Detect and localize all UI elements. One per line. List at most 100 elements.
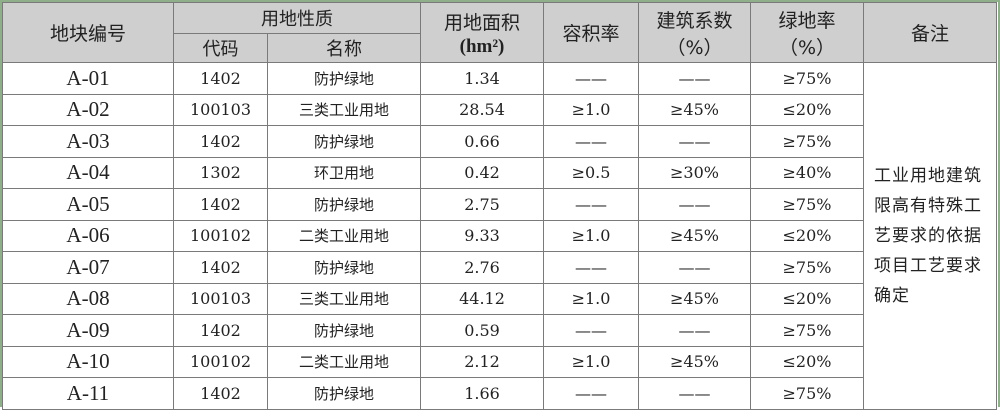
plot-no-cell: A-04 (2, 156, 174, 189)
coverage-cell: —— (638, 62, 751, 95)
area-cell: 2.75 (420, 188, 544, 221)
header-coverage: 建筑系数 （%） (638, 2, 751, 63)
table-row: A-10 100102 二类工业用地 2.12 ≥1.0 ≥45% ≤20% (2, 345, 997, 378)
coverage-cell: —— (638, 314, 751, 347)
note-cell: 工业用地建筑限高有特殊工艺要求的依据项目工艺要求确定 (863, 62, 997, 410)
green-cell: ≥75% (750, 314, 864, 347)
name-cell: 防护绿地 (267, 251, 421, 284)
header-green: 绿地率 （%） (750, 2, 864, 63)
far-cell: ≥1.0 (543, 282, 639, 315)
table-row: A-05 1402 防护绿地 2.75 —— —— ≥75% (2, 188, 997, 221)
green-cell: ≥75% (750, 188, 864, 221)
area-cell: 1.34 (420, 62, 544, 95)
coverage-cell: —— (638, 125, 751, 158)
name-cell: 防护绿地 (267, 377, 421, 410)
name-cell: 防护绿地 (267, 314, 421, 347)
header-green-unit: （%） (778, 36, 836, 59)
plot-no-cell: A-05 (2, 188, 174, 221)
table-row: A-04 1302 环卫用地 0.42 ≥0.5 ≥30% ≥40% (2, 156, 997, 189)
coverage-cell: ≥45% (638, 345, 751, 378)
code-cell: 1402 (173, 188, 268, 221)
header-name: 名称 (267, 33, 421, 63)
code-cell: 1402 (173, 251, 268, 284)
header-coverage-label: 建筑系数 (656, 9, 733, 32)
table-row: A-11 1402 防护绿地 1.66 —— —— ≥75% (2, 377, 997, 410)
code-cell: 100103 (173, 93, 268, 126)
far-cell: ≥0.5 (543, 156, 639, 189)
name-cell: 二类工业用地 (267, 345, 421, 378)
plot-no-cell: A-06 (2, 219, 174, 252)
far-cell: —— (543, 377, 639, 410)
header-plot-no: 地块编号 (2, 2, 174, 63)
table-row: A-09 1402 防护绿地 0.59 —— —— ≥75% (2, 314, 997, 347)
header-area-label: 用地面积 (443, 11, 520, 34)
green-cell: ≥40% (750, 156, 864, 189)
plot-no-cell: A-09 (2, 314, 174, 347)
header-note: 备注 (863, 2, 997, 63)
green-cell: ≤20% (750, 219, 864, 252)
name-cell: 三类工业用地 (267, 93, 421, 126)
green-cell: ≥75% (750, 62, 864, 95)
table-row: A-08 100103 三类工业用地 44.12 ≥1.0 ≥45% ≤20% (2, 282, 997, 315)
plot-no-cell: A-01 (2, 62, 174, 95)
header-green-label: 绿地率 (778, 9, 836, 32)
far-cell: —— (543, 125, 639, 158)
header-area-unit: (hm²) (459, 35, 505, 57)
coverage-cell: —— (638, 251, 751, 284)
area-cell: 44.12 (420, 282, 544, 315)
green-cell: ≥75% (750, 251, 864, 284)
plot-no-cell: A-10 (2, 345, 174, 378)
name-cell: 环卫用地 (267, 156, 421, 189)
header-code: 代码 (173, 33, 268, 63)
far-cell: —— (543, 251, 639, 284)
plot-no-cell: A-07 (2, 251, 174, 284)
header-far: 容积率 (543, 2, 639, 63)
area-cell: 9.33 (420, 219, 544, 252)
area-cell: 2.12 (420, 345, 544, 378)
code-cell: 100102 (173, 345, 268, 378)
coverage-cell: ≥30% (638, 156, 751, 189)
table-row: A-01 1402 防护绿地 1.34 —— —— ≥75% 工业用地建筑限高有特殊工艺要求的… (2, 62, 997, 410)
green-cell: ≥75% (750, 377, 864, 410)
header-area: 用地面积 (hm²) (420, 2, 544, 63)
far-cell: —— (543, 188, 639, 221)
header-land-use: 用地性质 (173, 2, 421, 34)
table-row: A-03 1402 防护绿地 0.66 —— —— ≥75% (2, 125, 997, 158)
name-cell: 防护绿地 (267, 125, 421, 158)
code-cell: 1402 (173, 314, 268, 347)
table-row: A-07 1402 防护绿地 2.76 —— —— ≥75% (2, 251, 997, 284)
coverage-cell: —— (638, 188, 751, 221)
name-cell: 二类工业用地 (267, 219, 421, 252)
code-cell: 1302 (173, 156, 268, 189)
far-cell: —— (543, 314, 639, 347)
area-cell: 2.76 (420, 251, 544, 284)
far-cell: —— (543, 62, 639, 95)
green-cell: ≤20% (750, 282, 864, 315)
code-cell: 100102 (173, 219, 268, 252)
area-cell: 0.66 (420, 125, 544, 158)
green-cell: ≥75% (750, 125, 864, 158)
plot-no-cell: A-11 (2, 377, 174, 410)
plot-no-cell: A-03 (2, 125, 174, 158)
area-cell: 0.42 (420, 156, 544, 189)
plot-no-cell: A-08 (2, 282, 174, 315)
name-cell: 三类工业用地 (267, 282, 421, 315)
table-row: A-02 100103 三类工业用地 28.54 ≥1.0 ≥45% ≤20% (2, 93, 997, 126)
area-cell: 0.59 (420, 314, 544, 347)
name-cell: 防护绿地 (267, 62, 421, 95)
area-cell: 28.54 (420, 93, 544, 126)
green-cell: ≤20% (750, 93, 864, 126)
header-coverage-unit: （%） (666, 36, 723, 59)
coverage-cell: —— (638, 377, 751, 410)
coverage-cell: ≥45% (638, 219, 751, 252)
green-cell: ≤20% (750, 345, 864, 378)
code-cell: 1402 (173, 62, 268, 95)
code-cell: 1402 (173, 377, 268, 410)
table-row: A-06 100102 二类工业用地 9.33 ≥1.0 ≥45% ≤20% (2, 219, 997, 252)
far-cell: ≥1.0 (543, 219, 639, 252)
name-cell: 防护绿地 (267, 188, 421, 221)
plot-no-cell: A-02 (2, 93, 174, 126)
coverage-cell: ≥45% (638, 282, 751, 315)
coverage-cell: ≥45% (638, 93, 751, 126)
